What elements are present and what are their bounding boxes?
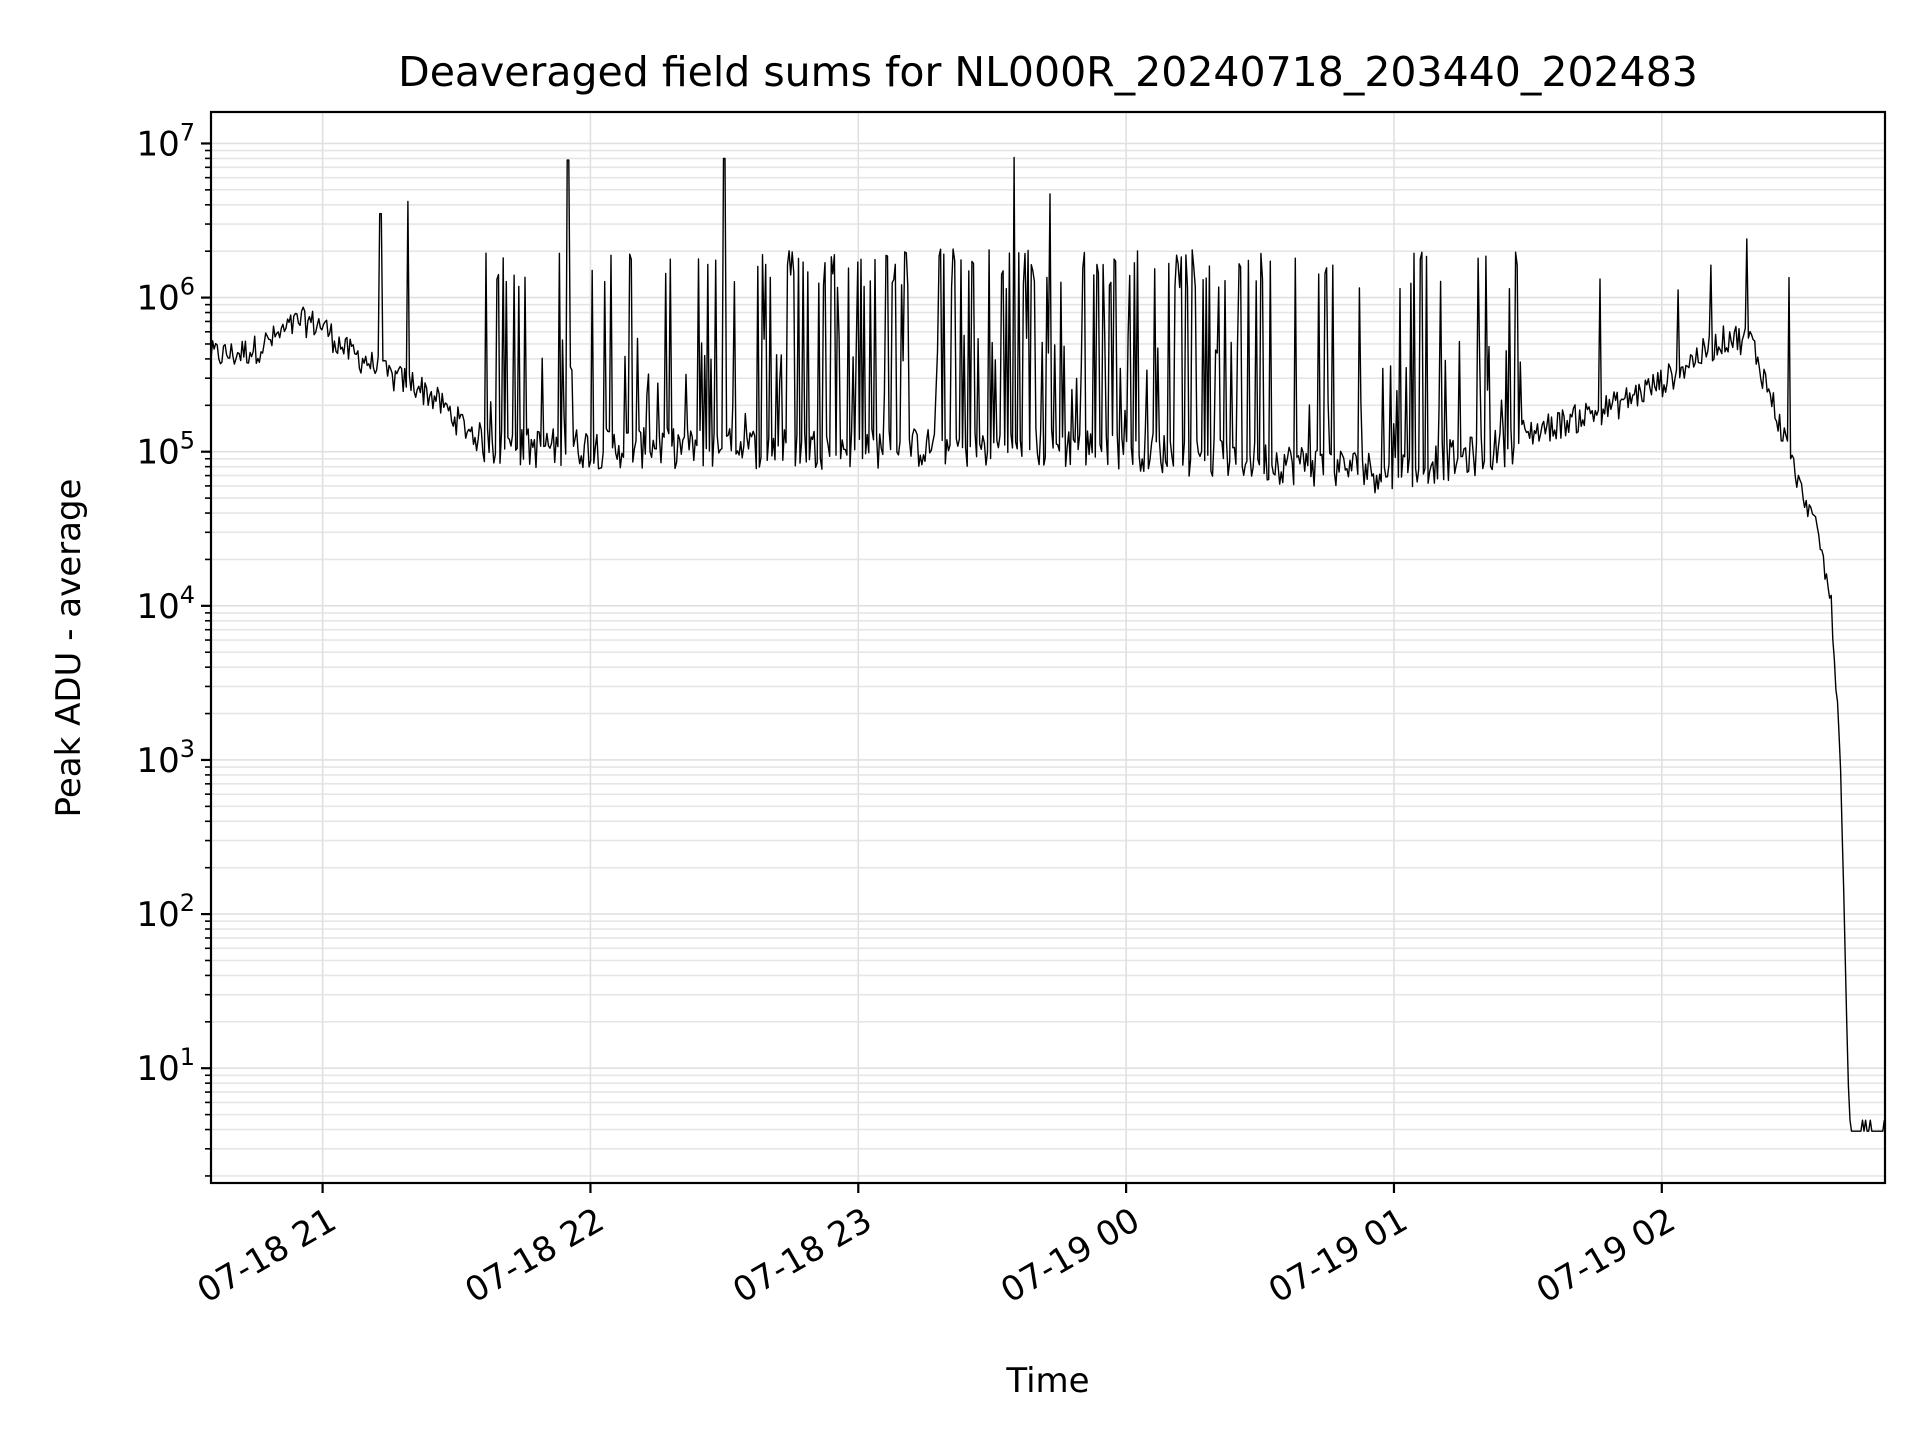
x-axis-title: Time	[1005, 1361, 1089, 1401]
x-tick-label: 07-19 00	[994, 1200, 1146, 1311]
y-tick-label: 101	[136, 1043, 195, 1089]
x-tick-label: 07-19 01	[1262, 1200, 1414, 1311]
plot-frame	[209, 110, 1887, 1185]
chart-title: Deaveraged field sums for NL000R_2024071…	[398, 48, 1698, 96]
y-tick-label: 106	[136, 273, 195, 319]
y-tick-label: 107	[136, 118, 195, 164]
y-tick-label: 102	[136, 889, 195, 935]
y-axis-title: Peak ADU - average	[49, 479, 89, 818]
grid-layer	[211, 112, 1885, 1183]
y-tick-label: 104	[136, 581, 195, 627]
x-tick-label: 07-19 02	[1530, 1200, 1682, 1311]
x-tick-label: 07-18 21	[191, 1200, 343, 1311]
x-tick-label: 07-18 22	[459, 1200, 611, 1311]
y-tick-label: 103	[136, 735, 195, 781]
y-tick-label: 105	[136, 427, 195, 473]
x-tick-label: 07-18 23	[726, 1200, 878, 1311]
series-line	[210, 156, 1885, 1132]
series-layer	[210, 156, 1885, 1132]
